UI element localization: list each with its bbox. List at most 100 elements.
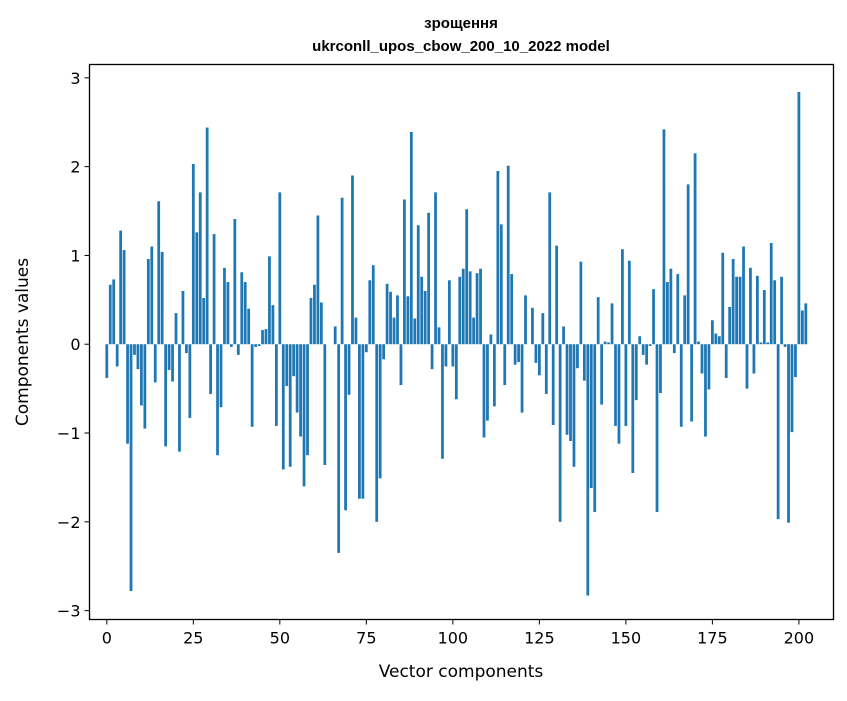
bar xyxy=(313,285,316,345)
bar xyxy=(344,344,347,510)
bar xyxy=(465,209,468,344)
bar xyxy=(607,342,610,344)
bar xyxy=(175,313,178,344)
bar xyxy=(503,344,506,385)
bar xyxy=(756,276,759,344)
bar xyxy=(673,344,676,353)
bar xyxy=(701,344,704,373)
bar xyxy=(261,330,264,344)
bar xyxy=(112,279,115,344)
bar xyxy=(168,344,171,370)
bar xyxy=(562,326,565,344)
bar xyxy=(638,336,641,344)
bar xyxy=(680,344,683,427)
y-tick-label: 3 xyxy=(70,69,80,88)
bar xyxy=(351,176,354,345)
bar xyxy=(268,256,271,344)
bar xyxy=(396,295,399,344)
bar xyxy=(645,344,648,364)
bar xyxy=(119,231,122,345)
bar xyxy=(749,268,752,344)
bar xyxy=(317,215,320,344)
bar xyxy=(559,344,562,522)
bar xyxy=(154,344,157,382)
bar xyxy=(507,166,510,344)
bar xyxy=(441,344,444,459)
bar xyxy=(227,282,230,344)
bar xyxy=(147,259,150,344)
bar xyxy=(368,280,371,344)
bar xyxy=(230,344,233,347)
bar xyxy=(676,274,679,344)
bar xyxy=(628,261,631,344)
bar xyxy=(493,344,496,406)
bar xyxy=(410,132,413,344)
bar xyxy=(763,290,766,344)
chart-title: зрощення xyxy=(424,15,498,32)
bar xyxy=(216,344,219,455)
y-tick-label: 0 xyxy=(70,335,80,354)
bar xyxy=(341,198,344,345)
y-tick-label: −2 xyxy=(57,513,81,532)
bar xyxy=(514,344,517,364)
bar xyxy=(306,344,309,455)
y-tick-label: 2 xyxy=(70,158,80,177)
bar xyxy=(521,344,524,412)
bar xyxy=(794,344,797,377)
bar xyxy=(389,292,392,344)
bar xyxy=(223,268,226,344)
bar xyxy=(624,344,627,426)
bar xyxy=(289,344,292,467)
bar xyxy=(666,282,669,344)
bar xyxy=(182,291,185,344)
bar xyxy=(195,232,198,344)
bar xyxy=(157,201,160,344)
bar xyxy=(576,344,579,368)
bar xyxy=(531,308,534,344)
bar xyxy=(337,344,340,553)
bar xyxy=(133,344,136,355)
bar xyxy=(555,246,558,345)
bar xyxy=(420,277,423,344)
bar xyxy=(801,310,804,344)
bar xyxy=(282,344,285,469)
bar xyxy=(593,344,596,512)
bar xyxy=(611,303,614,344)
bar xyxy=(618,344,621,443)
bar xyxy=(431,344,434,369)
bar xyxy=(220,344,223,407)
bar-series xyxy=(105,92,807,595)
bar xyxy=(251,344,254,427)
bar xyxy=(400,344,403,385)
bar xyxy=(334,326,337,344)
bar xyxy=(178,344,181,451)
bar xyxy=(486,344,489,420)
x-axis-label: Vector components xyxy=(379,662,544,682)
bar xyxy=(164,344,167,446)
bar xyxy=(510,274,513,344)
bar xyxy=(746,344,749,388)
bar xyxy=(652,289,655,344)
bar xyxy=(545,344,548,394)
bar xyxy=(258,344,261,346)
x-tick-label: 100 xyxy=(438,629,469,648)
chart-subtitle: ukrconll_upos_cbow_200_10_2022 model xyxy=(312,38,610,55)
bar xyxy=(105,344,108,378)
bar xyxy=(614,344,617,426)
bar xyxy=(462,269,465,344)
bar xyxy=(704,344,707,436)
bar xyxy=(458,277,461,344)
bar xyxy=(424,291,427,344)
bar xyxy=(580,262,583,345)
bar xyxy=(278,192,281,344)
bar xyxy=(791,344,794,432)
bar xyxy=(109,285,112,345)
bar xyxy=(393,318,396,345)
bar xyxy=(123,250,126,344)
bar xyxy=(669,269,672,344)
bar xyxy=(137,344,140,369)
bar xyxy=(490,334,493,344)
bar xyxy=(479,269,482,344)
